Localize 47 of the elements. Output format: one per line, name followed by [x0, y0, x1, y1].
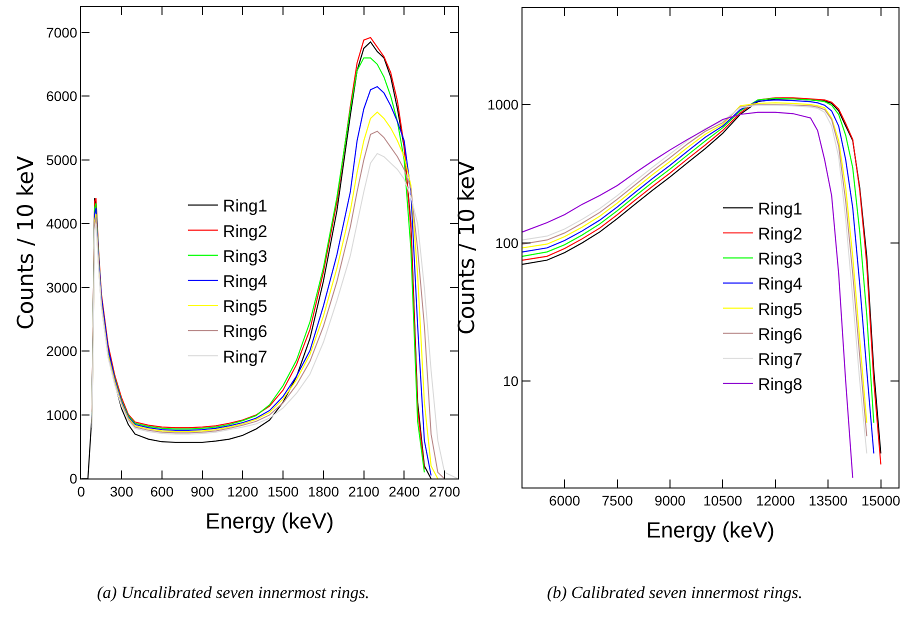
x-tick-label: 1200 [227, 484, 258, 500]
legend-label: Ring7 [758, 350, 802, 370]
y-tick-label: 1000 [46, 406, 78, 423]
y-tick-label: 4000 [46, 216, 78, 232]
x-tick-label: 2100 [348, 484, 380, 500]
y-tick-label: 5000 [46, 152, 78, 168]
text: (a) Uncalibrated seven innermost rings. [97, 583, 370, 602]
legend-label: Ring6 [222, 322, 268, 342]
legend-label: Ring1 [758, 199, 802, 218]
legend-label: Ring8 [758, 375, 802, 394]
text: (b) Calibrated seven innermost rings. [547, 583, 802, 602]
legend-label: Ring3 [222, 246, 268, 266]
x-tick-label: 900 [190, 484, 214, 500]
x-tick-label: 600 [150, 484, 174, 500]
legend-label: Ring2 [222, 222, 268, 241]
y-tick-label: 1000 [487, 96, 519, 113]
y-tick-label: 3000 [46, 279, 78, 296]
x-tick-label: 9000 [654, 492, 686, 508]
x-tick-label: 6000 [549, 492, 580, 508]
x-tick-label: 2400 [388, 484, 420, 500]
legend-label: Ring1 [222, 196, 268, 216]
y-axis-title: Counts / 10 keV [14, 156, 39, 330]
x-tick-label: 1500 [267, 484, 299, 500]
x-tick-label: 10500 [703, 492, 742, 508]
legend-label: Ring6 [758, 324, 802, 344]
x-tick-label: 300 [110, 484, 134, 500]
legend-label: Ring4 [222, 272, 268, 292]
y-tick-label: 2000 [46, 343, 78, 360]
x-tick-label: 7500 [602, 492, 634, 508]
y-tick-label: 6000 [46, 88, 78, 104]
legend-label: Ring5 [758, 300, 802, 319]
legend-label: Ring4 [758, 274, 802, 294]
legend-label: Ring5 [222, 297, 268, 316]
x-tick-label: 1800 [308, 484, 340, 500]
y-tick-label: 100 [495, 234, 519, 251]
x-tick-label: 13500 [808, 492, 848, 508]
legend-label: Ring2 [758, 224, 802, 244]
x-tick-label: 15000 [861, 492, 900, 508]
x-axis-title: Energy (keV) [205, 508, 334, 534]
legend-label: Ring3 [758, 250, 802, 269]
legend-label: Ring7 [222, 347, 268, 366]
y-tick-label: 10 [502, 373, 519, 390]
x-tick-label: 2700 [428, 484, 460, 500]
x-tick-label: 12000 [756, 492, 796, 508]
y-tick-label: 7000 [46, 24, 78, 40]
x-axis-title: Energy (keV) [646, 517, 775, 542]
y-tick-label: 0 [69, 470, 78, 487]
